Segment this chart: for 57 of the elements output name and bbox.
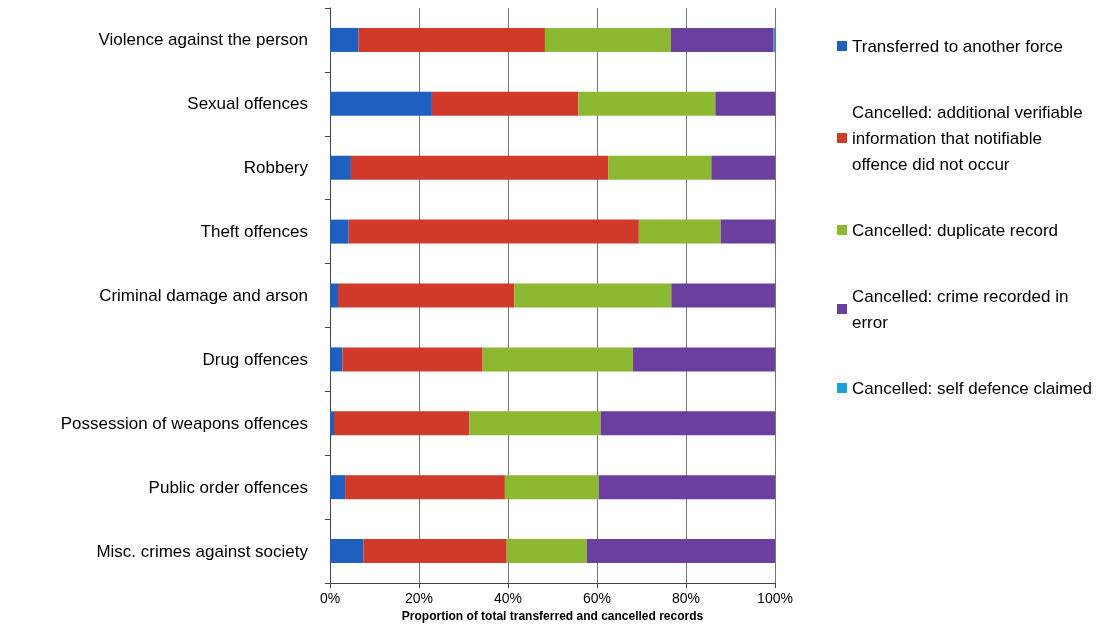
bar bbox=[482, 347, 634, 372]
bar bbox=[633, 347, 775, 372]
y-tick-label: Robbery bbox=[243, 158, 309, 178]
legend-label: Cancelled: self defence claimed bbox=[852, 378, 1093, 398]
y-tick-label: Sexual offences bbox=[187, 94, 308, 114]
bar bbox=[720, 219, 775, 244]
bar bbox=[348, 219, 639, 244]
bar bbox=[345, 475, 505, 500]
bar bbox=[431, 91, 579, 116]
bar bbox=[330, 411, 335, 436]
bar bbox=[638, 219, 721, 244]
bar bbox=[330, 539, 364, 564]
bar bbox=[514, 283, 672, 308]
bar bbox=[469, 411, 601, 436]
bar bbox=[506, 539, 587, 564]
bar bbox=[330, 219, 349, 244]
x-axis-title: Proportion of total transferred and cancelled records bbox=[401, 608, 704, 623]
y-tick-label: Violence against the person bbox=[98, 30, 308, 50]
bar bbox=[671, 283, 775, 308]
bar bbox=[330, 283, 339, 308]
bar bbox=[711, 155, 775, 180]
legend-label: Cancelled: additional verifiable information that notifiable offence did not occur bbox=[852, 102, 1088, 174]
x-tick-label: 80% bbox=[671, 590, 701, 606]
legend-label: Cancelled: duplicate record bbox=[852, 220, 1059, 240]
bar bbox=[586, 539, 775, 564]
bar bbox=[363, 539, 507, 564]
bar bbox=[330, 347, 343, 372]
x-tick-label: 40% bbox=[493, 590, 523, 606]
y-tick-label: Public order offences bbox=[148, 477, 308, 497]
legend-label: Cancelled: crime recorded in error bbox=[852, 286, 1074, 332]
bar bbox=[598, 475, 775, 500]
bar bbox=[330, 475, 346, 500]
x-tick-label: 0% bbox=[319, 590, 341, 606]
bar bbox=[504, 475, 599, 500]
y-tick-label: Misc. crimes against society bbox=[96, 541, 309, 561]
bar bbox=[715, 91, 775, 116]
bar bbox=[330, 27, 359, 52]
bar bbox=[342, 347, 483, 372]
bar bbox=[350, 155, 609, 180]
y-tick-label: Drug offences bbox=[202, 349, 308, 369]
bar bbox=[544, 27, 671, 52]
bar bbox=[608, 155, 712, 180]
bar bbox=[334, 411, 470, 436]
x-tick-label: 60% bbox=[582, 590, 612, 606]
x-tick-label: 100% bbox=[757, 590, 793, 606]
bar bbox=[670, 27, 774, 52]
bar bbox=[338, 283, 515, 308]
bar bbox=[578, 91, 716, 116]
y-tick-label: Criminal damage and arson bbox=[99, 286, 308, 305]
bar bbox=[600, 411, 775, 436]
legend-label: Transferred to another force bbox=[852, 36, 1064, 56]
y-tick-label: Theft offences bbox=[200, 222, 308, 242]
y-tick-label: Possession of weapons offences bbox=[60, 413, 308, 433]
bar bbox=[358, 27, 545, 52]
bar bbox=[330, 91, 432, 116]
x-tick-label: 20% bbox=[404, 590, 434, 606]
bar bbox=[330, 155, 351, 180]
